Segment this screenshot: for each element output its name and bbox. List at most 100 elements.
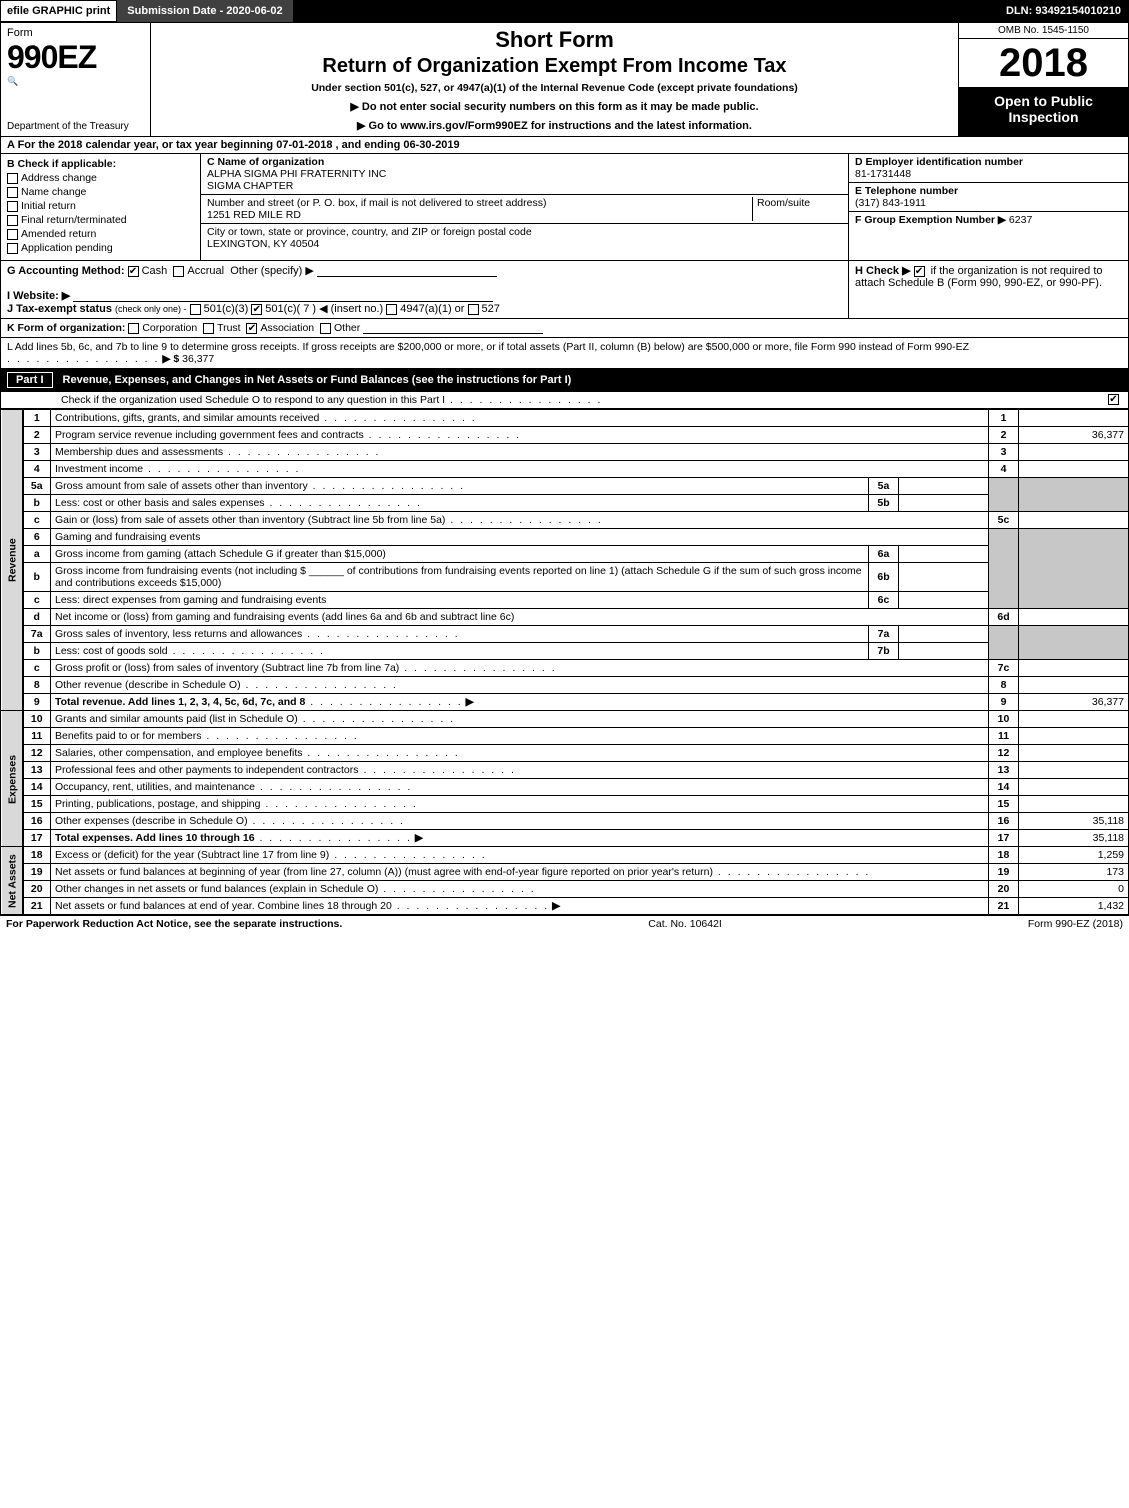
form-number: 990EZ [7, 39, 144, 76]
row-13-val [1019, 762, 1129, 779]
h-check[interactable] [914, 266, 925, 277]
ein-label: D Employer identification number [855, 156, 1023, 168]
row-6c-desc: Less: direct expenses from gaming and fu… [55, 594, 326, 606]
k-corp[interactable] [128, 323, 139, 334]
footer-right: Form 990-EZ (2018) [1028, 918, 1123, 930]
period-prefix: A For the 2018 calendar year, or tax yea… [7, 139, 273, 151]
k-other[interactable] [320, 323, 331, 334]
row-2-num: 2 [23, 427, 51, 444]
expenses-side-label: Expenses [1, 711, 23, 847]
row-1-lnum: 1 [989, 410, 1019, 427]
row-7c-val [1019, 660, 1129, 677]
row-3-lnum: 3 [989, 444, 1019, 461]
row-12-lnum: 12 [989, 745, 1019, 762]
row-4-lnum: 4 [989, 461, 1019, 478]
open-to-public: Open to Public Inspection [959, 87, 1128, 136]
row-16-val: 35,118 [1019, 813, 1129, 830]
j-label: J Tax-exempt status [7, 303, 112, 315]
row-6-desc: Gaming and fundraising events [55, 531, 200, 543]
row-11-val [1019, 728, 1129, 745]
row-8-desc: Other revenue (describe in Schedule O) [55, 679, 241, 691]
row-6d-lnum: 6d [989, 609, 1019, 626]
row-16-lnum: 16 [989, 813, 1019, 830]
g-other: Other (specify) ▶ [230, 265, 314, 277]
row-7a-sub: 7a [869, 626, 899, 643]
row-4-num: 4 [23, 461, 51, 478]
row-4-val [1019, 461, 1129, 478]
row-10-val [1019, 711, 1129, 728]
footer-mid: Cat. No. 10642I [648, 918, 722, 930]
group-exemption-label: F Group Exemption Number ▶ [855, 214, 1006, 226]
org-city: LEXINGTON, KY 40504 [207, 238, 319, 250]
row-14-val [1019, 779, 1129, 796]
page-footer: For Paperwork Reduction Act Notice, see … [0, 915, 1129, 932]
g-accrual-check[interactable] [173, 266, 184, 277]
row-21-desc: Net assets or fund balances at end of ye… [55, 900, 392, 912]
line-g-h: G Accounting Method: Cash Accrual Other … [0, 261, 1129, 319]
opt-initial-return[interactable]: Initial return [7, 200, 194, 212]
row-16-desc: Other expenses (describe in Schedule O) [55, 815, 248, 827]
opt-final-return[interactable]: Final return/terminated [7, 214, 194, 226]
row-7c-desc: Gross profit or (loss) from sales of inv… [55, 662, 399, 674]
period-end: 06-30-2019 [403, 139, 459, 151]
j-501c[interactable] [251, 304, 262, 315]
form-header: Form 990EZ 🔍 Department of the Treasury … [0, 22, 1129, 137]
line-l: L Add lines 5b, 6c, and 7b to line 9 to … [0, 338, 1129, 369]
goto-link[interactable]: ▶ Go to www.irs.gov/Form990EZ for instru… [157, 119, 952, 132]
row-19-val: 173 [1019, 864, 1129, 881]
row-11-num: 11 [23, 728, 51, 745]
opt-amended-return[interactable]: Amended return [7, 228, 194, 240]
row-7b-sub: 7b [869, 643, 899, 660]
efile-print-label[interactable]: efile GRAPHIC print [0, 0, 117, 22]
form-word: Form [7, 27, 144, 39]
row-5b-num: b [23, 495, 51, 512]
row-18-lnum: 18 [989, 847, 1019, 864]
row-7c-lnum: 7c [989, 660, 1019, 677]
opt-name-change[interactable]: Name change [7, 186, 194, 198]
row-11-desc: Benefits paid to or for members [55, 730, 201, 742]
row-17-desc: Total expenses. Add lines 10 through 16 [55, 832, 255, 844]
k-label: K Form of organization: [7, 322, 125, 334]
row-12-val [1019, 745, 1129, 762]
row-5a-desc: Gross amount from sale of assets other t… [55, 480, 308, 492]
part-i-note: Check if the organization used Schedule … [0, 392, 1129, 409]
org-name-2: SIGMA CHAPTER [207, 180, 293, 192]
row-21-lnum: 21 [989, 898, 1019, 915]
period-begin: 07-01-2018 [276, 139, 332, 151]
row-7a-subv [899, 626, 989, 643]
j-501c3[interactable] [190, 304, 201, 315]
j-527[interactable] [468, 304, 479, 315]
k-assoc[interactable] [246, 323, 257, 334]
shade-7 [989, 626, 1019, 660]
opt-address-change[interactable]: Address change [7, 172, 194, 184]
entity-block: B Check if applicable: Address change Na… [0, 154, 1129, 261]
row-6d-val [1019, 609, 1129, 626]
row-10-desc: Grants and similar amounts paid (list in… [55, 713, 298, 725]
opt-application-pending[interactable]: Application pending [7, 242, 194, 254]
website-field[interactable] [73, 290, 493, 302]
g-cash-check[interactable] [128, 266, 139, 277]
j-4947[interactable] [386, 304, 397, 315]
l-text: L Add lines 5b, 6c, and 7b to line 9 to … [7, 341, 969, 353]
part-i-tag: Part I [7, 372, 53, 388]
row-2-lnum: 2 [989, 427, 1019, 444]
j-note: (check only one) - [115, 304, 187, 314]
k-trust[interactable] [203, 323, 214, 334]
row-6d-num: d [23, 609, 51, 626]
row-5b-sub: 5b [869, 495, 899, 512]
row-6a-subv [899, 546, 989, 563]
submission-date: Submission Date - 2020-06-02 [117, 0, 292, 22]
tel-value: (317) 843-1911 [855, 197, 926, 209]
row-8-val [1019, 677, 1129, 694]
row-16-num: 16 [23, 813, 51, 830]
row-6a-num: a [23, 546, 51, 563]
row-18-val: 1,259 [1019, 847, 1129, 864]
part-i-header: Part I Revenue, Expenses, and Changes in… [0, 369, 1129, 392]
row-6c-num: c [23, 592, 51, 609]
c-city-label: City or town, state or province, country… [207, 226, 532, 238]
part-i-check[interactable] [1108, 394, 1119, 405]
line-k: K Form of organization: Corporation Trus… [0, 319, 1129, 338]
row-2-desc: Program service revenue including govern… [55, 429, 364, 441]
row-5c-lnum: 5c [989, 512, 1019, 529]
shade-7v [1019, 626, 1129, 660]
